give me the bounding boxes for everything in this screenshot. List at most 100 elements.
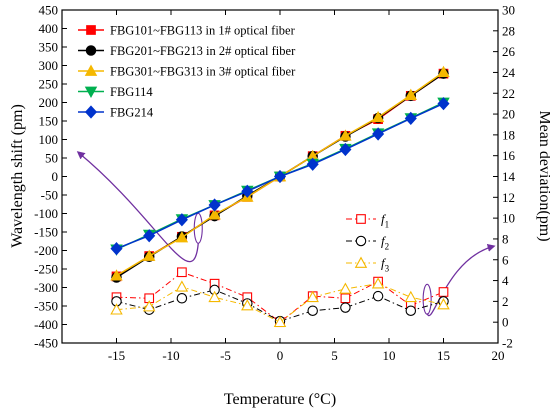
y-left-tick-label: 400 bbox=[39, 21, 59, 36]
y-left-tick-label: 250 bbox=[39, 77, 59, 92]
data-point bbox=[339, 282, 352, 294]
legend-entry: FBG214 bbox=[78, 105, 154, 120]
legend2-label: f1 bbox=[381, 212, 389, 230]
x-tick-label: 0 bbox=[277, 348, 284, 363]
y-left-tick-label: -250 bbox=[34, 262, 58, 277]
data-point bbox=[110, 269, 123, 281]
y-right-tick-label: 12 bbox=[502, 190, 515, 205]
y-left-tick-label: -400 bbox=[34, 317, 58, 332]
data-point bbox=[404, 88, 418, 100]
data-point bbox=[404, 111, 417, 126]
data-point bbox=[340, 293, 351, 304]
y-right-tick-label: 0 bbox=[502, 315, 509, 330]
legend-label: FBG101~FBG113 in 1# optical fiber bbox=[110, 24, 296, 38]
y-right-tick-label: 4 bbox=[502, 273, 509, 288]
legend-entry: FBG101~FBG113 in 1# optical fiber bbox=[78, 24, 296, 38]
data-point bbox=[177, 267, 187, 278]
legend2-entry: f3 bbox=[346, 256, 390, 274]
y-left-tick-label: 200 bbox=[39, 95, 59, 110]
annotation-arrow bbox=[426, 243, 496, 317]
data-point bbox=[438, 287, 449, 297]
y-right-tick-label: 30 bbox=[502, 3, 515, 18]
y-right-tick-label: 16 bbox=[502, 148, 516, 163]
legend-main: FBG101~FBG113 in 1# optical fiber FBG201~… bbox=[78, 24, 296, 120]
y-left-tick-label: -150 bbox=[34, 225, 58, 240]
data-point bbox=[143, 229, 156, 243]
y-left-tick-label: -300 bbox=[34, 280, 58, 295]
data-point bbox=[273, 169, 287, 184]
y-left-tick-label: 450 bbox=[39, 3, 59, 18]
series-FBG214 bbox=[110, 96, 450, 256]
legend-entry: FBG201~FBG213 in 2# optical fiber bbox=[78, 44, 296, 58]
axis-ticks: -15 -10 -5 0 5 10 15 20-450-400-350-300-250-200… bbox=[34, 3, 515, 364]
legend-label: FBG301~FBG313 in 3# optical fiber bbox=[110, 65, 296, 79]
data-point bbox=[176, 293, 188, 304]
data-point bbox=[437, 298, 450, 310]
y-right-tick-label: 26 bbox=[502, 44, 516, 59]
data-point bbox=[175, 280, 189, 292]
legend2-label: f2 bbox=[381, 234, 389, 252]
data-point bbox=[306, 290, 319, 303]
y-right-tick-label: 2 bbox=[502, 294, 509, 309]
x-tick-label: 15 bbox=[437, 348, 450, 363]
x-tick-label: 5 bbox=[331, 348, 338, 363]
annotations bbox=[76, 151, 496, 317]
data-point bbox=[241, 299, 254, 311]
series-line bbox=[116, 289, 444, 322]
y-left-tick-label: -200 bbox=[34, 243, 58, 258]
data-point bbox=[208, 198, 221, 212]
y-left-tick-label: 150 bbox=[39, 114, 59, 129]
y-left-tick-label: -50 bbox=[41, 188, 58, 203]
data-point bbox=[307, 305, 318, 316]
y-right-tick-label: 28 bbox=[502, 23, 515, 38]
data-point bbox=[339, 129, 352, 141]
data-point bbox=[371, 277, 385, 289]
series-f3 bbox=[110, 277, 450, 328]
data-point bbox=[110, 303, 123, 315]
y-right-tick-label: 8 bbox=[502, 231, 509, 246]
data-point bbox=[208, 208, 221, 220]
x-tick-label: -15 bbox=[108, 348, 125, 363]
legend-deviation: f1 f2 f3 bbox=[346, 212, 390, 274]
x-tick-label: 20 bbox=[492, 348, 505, 363]
y-left-tick-label: 50 bbox=[45, 151, 58, 166]
data-point bbox=[404, 290, 418, 303]
data-point bbox=[175, 213, 188, 227]
data-point bbox=[340, 302, 351, 313]
y-right-axis-title: Mean deviation(pm) bbox=[536, 110, 550, 241]
y-left-tick-label: 350 bbox=[39, 40, 59, 55]
y-right-tick-label: 10 bbox=[502, 211, 515, 226]
legend2-entry: f2 bbox=[346, 234, 389, 252]
y-left-axis-title: Wavelength shift (pm) bbox=[9, 104, 26, 248]
data-point bbox=[175, 231, 189, 243]
y-left-tick-label: -100 bbox=[34, 206, 58, 221]
legend2-marker bbox=[354, 256, 368, 268]
data-point bbox=[142, 300, 156, 312]
legend2-marker bbox=[356, 214, 366, 224]
legend-label: FBG214 bbox=[110, 106, 154, 120]
data-point bbox=[110, 242, 123, 256]
data-point bbox=[372, 290, 384, 302]
y-right-tick-label: 20 bbox=[502, 107, 515, 122]
y-left-tick-label: -350 bbox=[34, 299, 58, 314]
y-right-tick-label: 22 bbox=[502, 86, 515, 101]
y-right-tick-label: 14 bbox=[502, 169, 516, 184]
y-right-tick-label: 6 bbox=[502, 252, 509, 267]
y-left-tick-label: 300 bbox=[39, 58, 59, 73]
legend2-label: f3 bbox=[381, 256, 390, 274]
y-right-tick-label: 18 bbox=[502, 127, 515, 142]
y-right-tick-label: 24 bbox=[502, 65, 516, 80]
x-tick-label: -10 bbox=[162, 348, 179, 363]
data-point bbox=[306, 157, 319, 171]
y-left-tick-label: -450 bbox=[34, 336, 58, 351]
data-point bbox=[437, 96, 450, 111]
data-point bbox=[241, 184, 254, 198]
series-layer bbox=[110, 65, 450, 328]
x-tick-label: 10 bbox=[383, 348, 396, 363]
annotation-arrow bbox=[76, 151, 199, 263]
data-point bbox=[372, 127, 385, 141]
legend2-entry: f1 bbox=[346, 212, 389, 230]
y-right-tick-label: -2 bbox=[502, 336, 513, 351]
legend-entry: FBG114 bbox=[78, 85, 153, 99]
